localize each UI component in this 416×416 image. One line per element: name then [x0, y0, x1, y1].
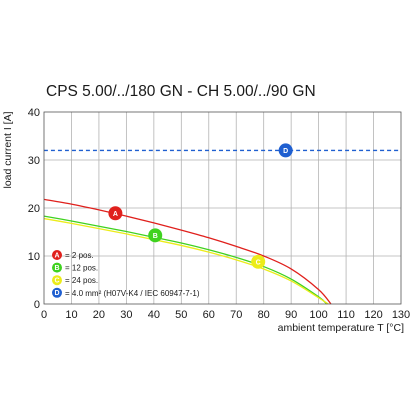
x-tick-label: 20 — [93, 309, 105, 321]
series-layer — [43, 149, 401, 305]
legend: A = 2 pos. B = 12 pos. C = 24 pos. D = 4.0 mm² … — [52, 250, 200, 298]
x-tick-label: 110 — [337, 309, 355, 321]
y-tick-label: 10 — [28, 251, 40, 263]
legend-entry-d: D = 4.0 mm² (H07V-K4 / IEC 60947-7-1) — [52, 287, 200, 298]
legend-letter: B — [54, 265, 59, 272]
legend-entry-c: C = 24 pos. — [52, 275, 98, 286]
marker-letter: B — [153, 233, 158, 240]
marker-circle — [251, 254, 266, 269]
marker-d: D — [278, 143, 293, 158]
x-tick-label: 50 — [175, 309, 187, 321]
x-tick-label: 100 — [309, 309, 327, 321]
legend-letter: D — [54, 290, 59, 297]
x-tick-label: 130 — [392, 309, 410, 321]
legend-entry-b: B = 12 pos. — [52, 262, 98, 273]
y-tick-label: 30 — [28, 155, 40, 167]
legend-text: = 24 pos. — [65, 276, 98, 285]
y-tick-label: 0 — [34, 299, 40, 311]
legend-swatch — [52, 262, 62, 273]
x-tick-label: 40 — [148, 309, 160, 321]
series-line-c — [43, 217, 329, 305]
marker-letter: C — [256, 259, 261, 266]
y-tick-labels: 0 10 20 30 40 — [28, 107, 40, 311]
x-tick-label: 0 — [41, 309, 47, 321]
curve-markers: A B C D — [108, 143, 293, 269]
legend-swatch — [52, 287, 62, 298]
series-line-b — [43, 215, 328, 305]
x-tick-label: 70 — [230, 309, 242, 321]
marker-a: A — [108, 206, 123, 221]
x-tick-label: 90 — [285, 309, 297, 321]
marker-circle — [278, 143, 293, 158]
legend-swatch — [52, 275, 62, 286]
grid — [44, 112, 401, 304]
y-tick-label: 40 — [28, 107, 40, 119]
legend-letter: A — [54, 252, 59, 259]
marker-c: C — [251, 254, 266, 269]
x-tick-label: 60 — [203, 309, 215, 321]
legend-entry-a: A = 2 pos. — [52, 250, 94, 260]
chart-title: CPS 5.00/../180 GN - CH 5.00/../90 GN — [46, 83, 316, 100]
x-axis-label: ambient temperature T [°C] — [278, 322, 404, 334]
marker-letter: D — [283, 148, 288, 155]
legend-text: = 2 pos. — [65, 251, 94, 260]
x-tick-label: 80 — [258, 309, 270, 321]
marker-circle — [108, 206, 123, 221]
legend-swatch — [52, 250, 62, 260]
marker-b: B — [148, 228, 163, 243]
legend-letter: C — [54, 278, 59, 285]
x-tick-label: 10 — [65, 309, 77, 321]
series-line-a — [43, 198, 332, 305]
marker-letter: A — [113, 211, 118, 218]
y-axis-label: load current I [A] — [2, 111, 14, 188]
x-tick-label: 120 — [364, 309, 382, 321]
x-tick-labels: 0 10 20 30 40 50 60 70 80 90 100 110 120 130 — [41, 309, 410, 321]
marker-circle — [148, 228, 163, 243]
x-tick-label: 30 — [120, 309, 132, 321]
legend-text: = 12 pos. — [65, 264, 98, 273]
y-tick-label: 20 — [28, 203, 40, 215]
legend-text: = 4.0 mm² (H07V-K4 / IEC 60947-7-1) — [65, 289, 200, 298]
plot-frame — [43, 111, 402, 305]
